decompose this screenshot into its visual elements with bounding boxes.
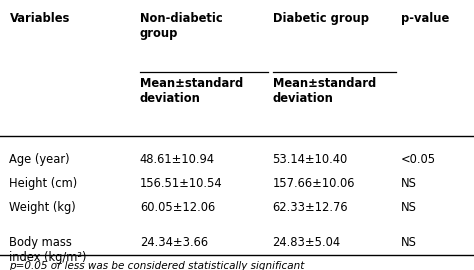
Text: Mean±standard
deviation: Mean±standard deviation: [140, 77, 243, 105]
Text: <0.05: <0.05: [401, 153, 436, 166]
Text: 157.66±10.06: 157.66±10.06: [273, 177, 355, 190]
Text: 48.61±10.94: 48.61±10.94: [140, 153, 215, 166]
Text: 24.34±3.66: 24.34±3.66: [140, 236, 208, 249]
Text: Diabetic group: Diabetic group: [273, 12, 369, 25]
Text: Non-diabetic
group: Non-diabetic group: [140, 12, 223, 40]
Text: 156.51±10.54: 156.51±10.54: [140, 177, 222, 190]
Text: Height (cm): Height (cm): [9, 177, 78, 190]
Text: 24.83±5.04: 24.83±5.04: [273, 236, 341, 249]
Text: p=0.05 or less was be considered statistically significant: p=0.05 or less was be considered statist…: [9, 261, 305, 270]
Text: 53.14±10.40: 53.14±10.40: [273, 153, 348, 166]
Text: Weight (kg): Weight (kg): [9, 201, 76, 214]
Text: NS: NS: [401, 201, 416, 214]
Text: NS: NS: [401, 236, 416, 249]
Text: p-value: p-value: [401, 12, 449, 25]
Text: Age (year): Age (year): [9, 153, 70, 166]
Text: Mean±standard
deviation: Mean±standard deviation: [273, 77, 376, 105]
Text: Variables: Variables: [9, 12, 70, 25]
Text: Body mass
index (kg/m²): Body mass index (kg/m²): [9, 236, 87, 264]
Text: 60.05±12.06: 60.05±12.06: [140, 201, 215, 214]
Text: NS: NS: [401, 177, 416, 190]
Text: 62.33±12.76: 62.33±12.76: [273, 201, 348, 214]
